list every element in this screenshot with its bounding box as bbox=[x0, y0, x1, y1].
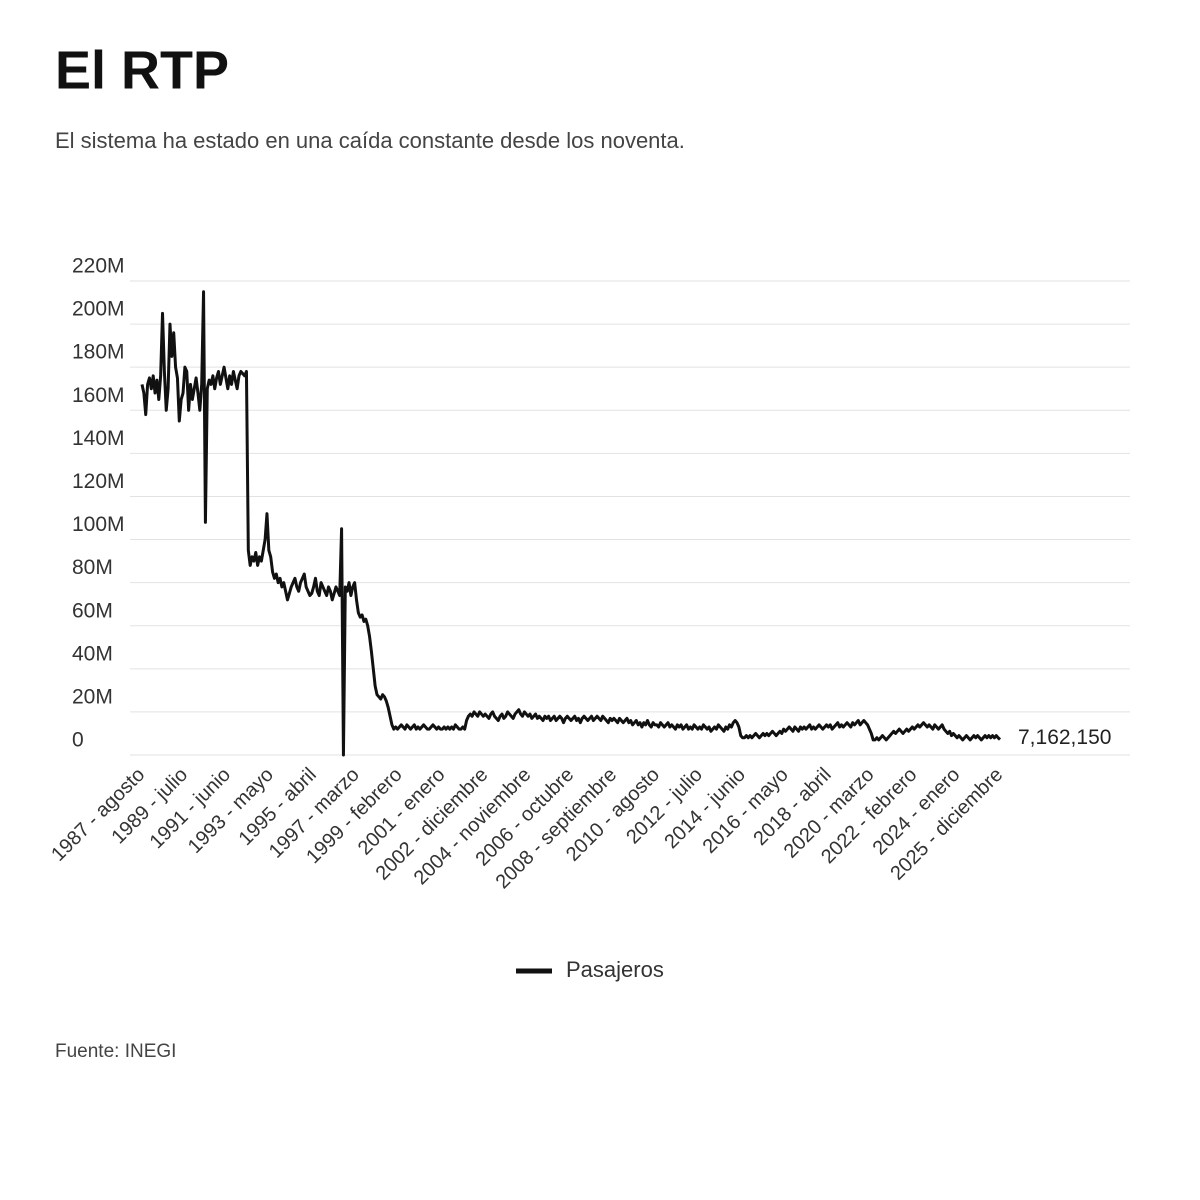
y-tick-label: 140M bbox=[72, 427, 125, 450]
y-tick-label: 60M bbox=[72, 599, 113, 622]
chart-subtitle: El sistema ha estado en una caída consta… bbox=[55, 128, 685, 153]
legend-label: Pasajeros bbox=[566, 957, 664, 982]
y-tick-label: 180M bbox=[72, 341, 125, 364]
chart-title: El RTP bbox=[55, 40, 229, 100]
y-tick-label: 20M bbox=[72, 685, 113, 708]
value-label: 7,162,150 bbox=[1018, 726, 1111, 749]
y-tick-label: 80M bbox=[72, 556, 113, 579]
y-tick-label: 120M bbox=[72, 470, 125, 493]
y-tick-label: 100M bbox=[72, 513, 125, 536]
line bbox=[140, 290, 1002, 757]
y-tick-label: 0 bbox=[72, 729, 84, 752]
source: Fuente: INEGI bbox=[55, 1041, 176, 1062]
y-tick-label: 160M bbox=[72, 384, 125, 407]
y-tick-label: 220M bbox=[72, 255, 125, 278]
y-tick-label: 200M bbox=[72, 298, 125, 321]
y-tick-label: 40M bbox=[72, 642, 113, 665]
